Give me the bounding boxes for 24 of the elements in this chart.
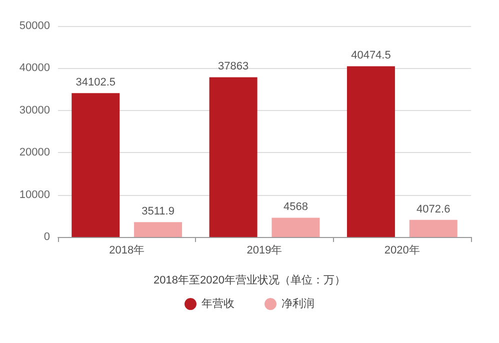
bar	[272, 218, 320, 237]
bar	[209, 77, 258, 237]
data-label: 40474.5	[351, 50, 391, 62]
bar	[409, 220, 458, 237]
y-tick-label: 10000	[19, 188, 50, 201]
bar	[134, 222, 182, 237]
data-label: 34102.5	[76, 76, 116, 89]
y-tick-label: 0	[44, 231, 50, 243]
bar	[72, 93, 120, 237]
data-label: 4072.6	[416, 203, 450, 216]
y-tick-label: 20000	[19, 146, 50, 159]
x-tick-label: 2018年	[109, 244, 145, 256]
legend-label: 年营收	[202, 297, 234, 310]
text: 2018年至2020年营业状况（单位：万）	[154, 274, 346, 286]
y-tick-label: 50000	[19, 20, 50, 32]
x-tick-label: 2020年	[384, 244, 420, 256]
x-tick-label: 2019年	[246, 244, 282, 256]
legend-label: 净利润	[282, 297, 314, 310]
data-label: 37863	[218, 60, 249, 73]
bar	[346, 66, 395, 237]
data-label: 4568	[283, 201, 308, 214]
y-tick-label: 30000	[19, 104, 50, 116]
y-tick-label: 40000	[19, 62, 50, 74]
data-label: 3511.9	[142, 206, 174, 218]
